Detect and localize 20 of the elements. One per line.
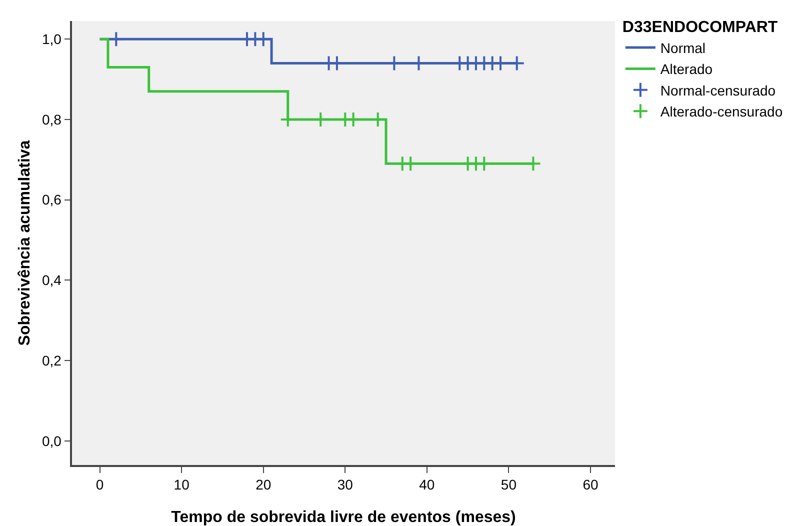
y-tick-label: 0,4 — [42, 272, 62, 288]
legend-title: D33ENDOCOMPART — [622, 18, 778, 36]
x-tick-label: 40 — [419, 476, 435, 493]
x-tick-label: 50 — [500, 476, 517, 493]
x-tick-label: 30 — [337, 476, 354, 493]
legend-label: Alterado-censurado — [660, 104, 783, 120]
legend-label: Normal-censurado — [660, 82, 776, 98]
y-tick-label: 1,0 — [42, 30, 62, 47]
x-tick-label: 10 — [174, 476, 190, 493]
legend-label: Normal — [660, 40, 706, 56]
y-axis-title: Sobrevivência acumulativa — [16, 140, 34, 346]
legend-label: Alterado — [660, 61, 713, 78]
y-tick-label: 0,8 — [42, 111, 62, 128]
y-tick-label: 0,6 — [42, 192, 62, 208]
y-tick-label: 0,0 — [42, 432, 62, 449]
x-tick-label: 20 — [256, 476, 272, 493]
y-tick-label: 0,2 — [42, 352, 62, 368]
x-axis-title: Tempo de sobrevida livre de eventos (meses) — [171, 509, 516, 526]
x-tick-label: 60 — [582, 476, 598, 493]
x-tick-label: 0 — [96, 476, 104, 493]
